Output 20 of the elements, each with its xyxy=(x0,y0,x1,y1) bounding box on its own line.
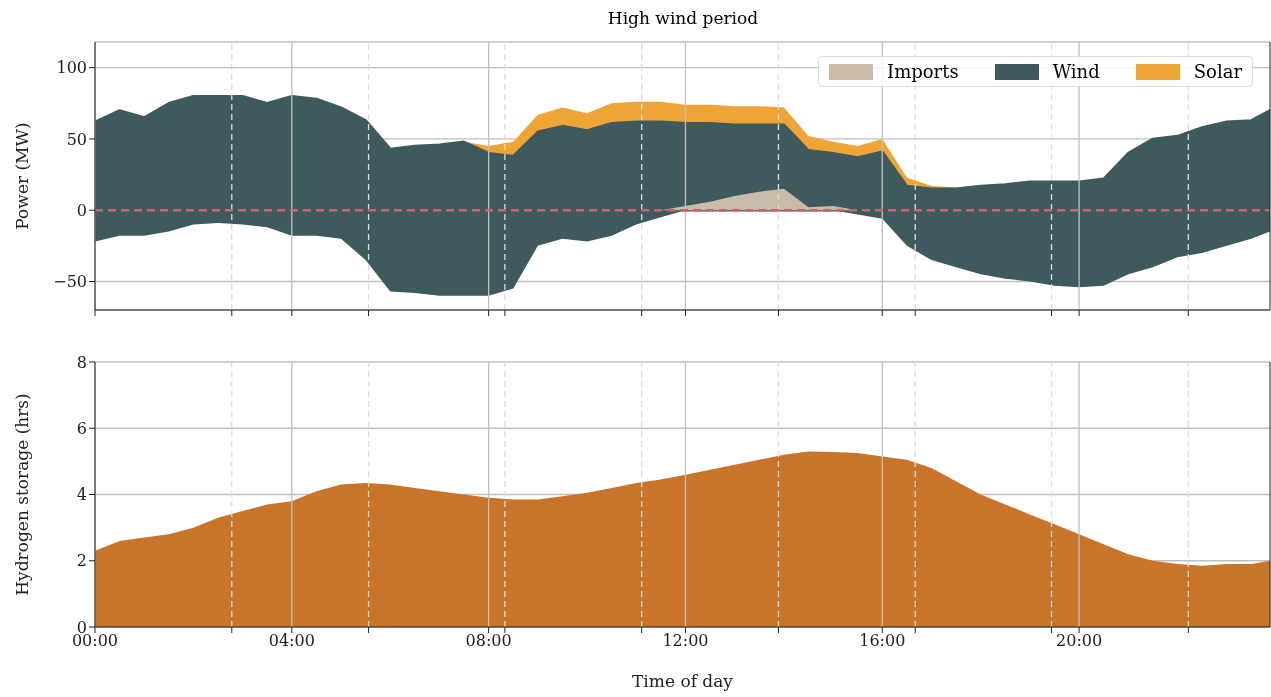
chart-title: High wind period xyxy=(606,8,760,28)
legend-label: Wind xyxy=(1052,61,1100,82)
x-axis-title: Time of day xyxy=(632,671,734,691)
y-axis-title: Hydrogen storage (hrs) xyxy=(12,393,33,596)
y-tick-label: −50 xyxy=(53,272,87,292)
y-tick-label: 6 xyxy=(76,418,87,438)
y-tick-label: 50 xyxy=(66,129,87,149)
y-axis-title: Power (MW) xyxy=(12,122,33,230)
y-tick-label: 8 xyxy=(76,352,87,372)
x-tick-label: 20:00 xyxy=(1056,631,1103,651)
x-tick-label: 16:00 xyxy=(859,631,906,651)
y-tick-label: 0 xyxy=(76,200,87,220)
y-tick-label: 100 xyxy=(56,58,87,78)
x-tick-label: 04:00 xyxy=(268,631,315,651)
x-tick-label: 08:00 xyxy=(465,631,512,651)
x-tick-label: 12:00 xyxy=(662,631,709,651)
legend-label: Imports xyxy=(887,61,959,82)
y-tick-label: 4 xyxy=(76,485,87,505)
legend-label: Solar xyxy=(1193,61,1242,82)
y-tick-label: 2 xyxy=(76,551,87,571)
